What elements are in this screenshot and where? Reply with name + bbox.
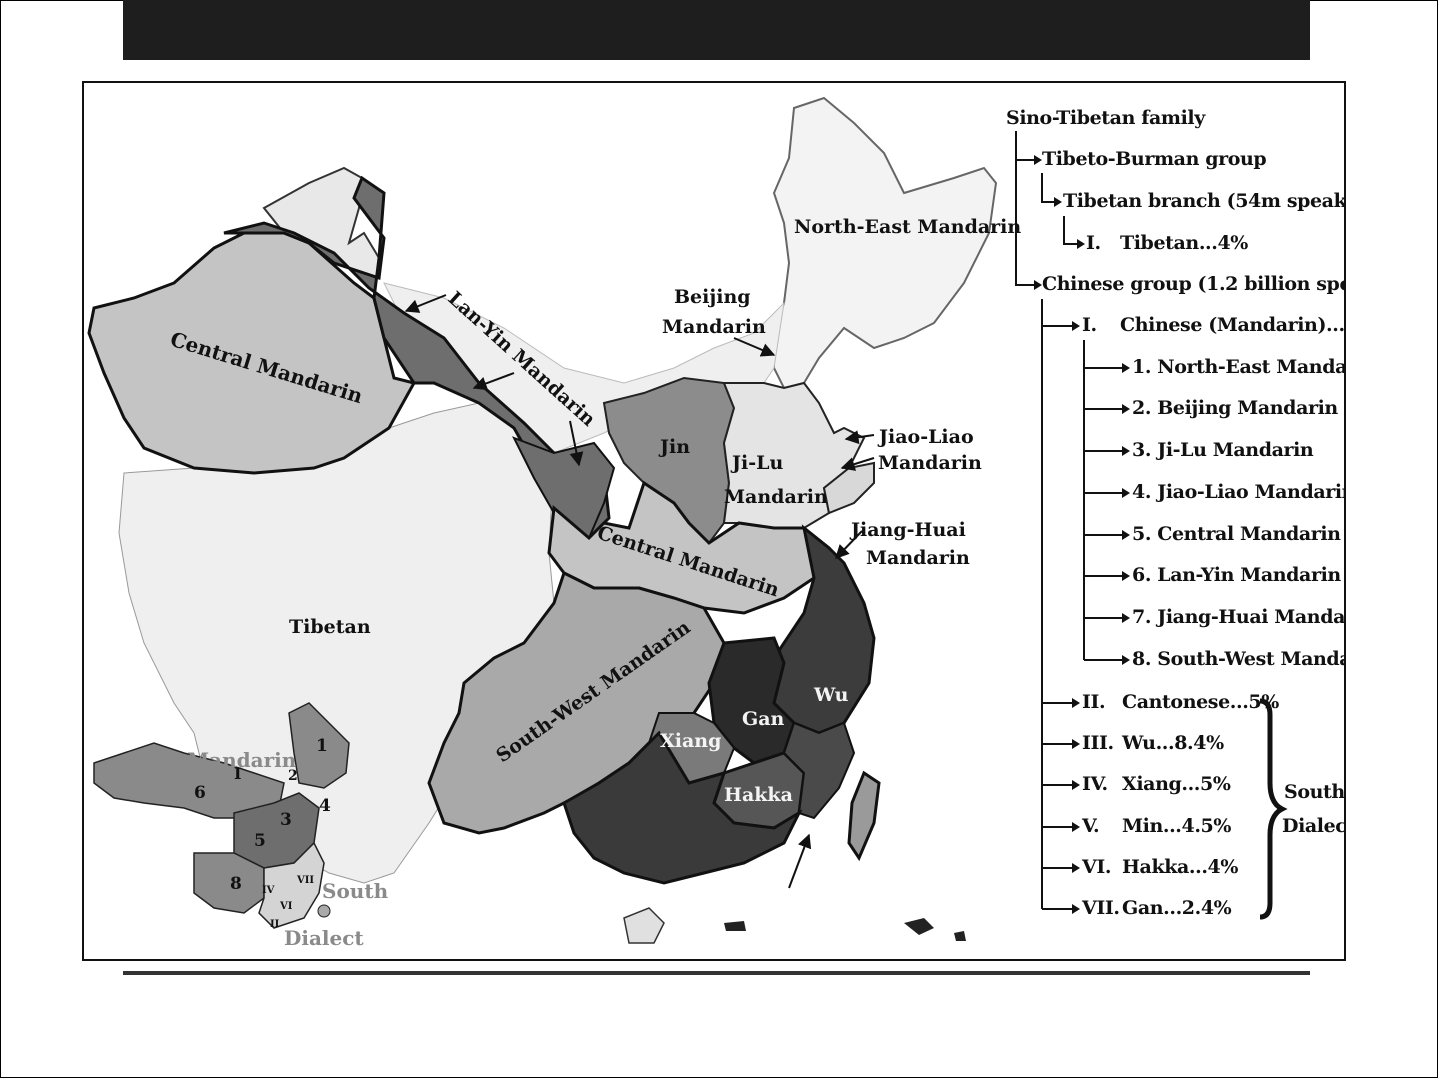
arrow-lan-yin-2 (472, 372, 515, 391)
tree-dialect-label: Wu...8.4% (1122, 732, 1224, 754)
islands-south-china-sea (724, 918, 966, 941)
label-jiao-liao-line2: Mandarin (878, 452, 982, 474)
label-tibetan: Tibetan (289, 616, 371, 638)
tree-south-line1: South (1284, 781, 1345, 803)
tree-south-line2: Dialect (1282, 815, 1346, 837)
tree-dialect-label: Gan...2.4% (1122, 897, 1232, 919)
inset-label-mandarin: Mandarin (187, 748, 297, 772)
inset-south (258, 841, 325, 929)
label-ji-lu-line2: Mandarin (724, 486, 828, 508)
tree-chinese-group: Chinese group (1.2 billion speakers) (1042, 273, 1344, 295)
region-lan-yin-east (511, 436, 616, 540)
tree-mandarin-sub: 4. Jiao-Liao Mandarin (1132, 481, 1346, 503)
tree-tibetan-num: I. (1086, 232, 1101, 254)
tree-mandarin-sub: 3. Ji-Lu Mandarin (1132, 439, 1314, 461)
south-dialect-brace (1259, 698, 1288, 920)
tree-mandarin-sub: 5. Central Mandarin (1132, 523, 1341, 545)
tree-dialect-num: IV. (1082, 773, 1108, 795)
arrow-jiao-liao-1 (844, 430, 875, 445)
label-ji-lu-line1: Ji-Lu (730, 452, 783, 474)
inset-taiwan (317, 904, 331, 918)
inset-north-east (288, 702, 350, 789)
label-jin: Jin (658, 436, 690, 458)
tree-dialect-label: Min...4.5% (1122, 815, 1232, 837)
tree-dialect-label: Xiang...5% (1122, 773, 1231, 795)
island-hainan (623, 907, 665, 944)
arrow-jiang-huai (835, 530, 863, 560)
tree-root: Sino-Tibetan family (1006, 107, 1205, 129)
tree-tibetan-branch: Tibetan branch (54m speakers) (1063, 190, 1346, 212)
label-north-east-mandarin: North-East Mandarin (794, 216, 1021, 238)
tree-tibetan-item: Tibetan...4% (1120, 232, 1248, 254)
dialect-map-figure: North-East Mandarin Beijing Mandarin Lan… (82, 81, 1346, 961)
inset-label-dialect: Dialect (284, 926, 364, 950)
inset-label-5: 5 (254, 831, 266, 851)
inset-label-south: South (322, 879, 389, 903)
tree-dialect-num: II. (1082, 691, 1106, 713)
inset-label-6: 6 (194, 783, 206, 803)
inset-label-vii: VII (296, 875, 314, 886)
tree-mandarin-item: Chinese (Mandarin)...70% (1120, 314, 1345, 336)
tree-mandarin-sub: 7. Jiang-Huai Mandarin (1132, 606, 1346, 628)
arrow-lan-yin-1 (404, 294, 447, 313)
arrow-lan-yin-3 (569, 420, 584, 467)
label-hakka: Hakka (724, 784, 793, 806)
region-min (782, 721, 856, 820)
label-xiang: Xiang (660, 730, 721, 752)
inset-map (93, 702, 350, 929)
label-jiang-huai-line1: Jiang-Huai (849, 519, 966, 541)
label-jiao-liao-line1: Jiao-Liao (877, 426, 974, 448)
tree-mandarin-sub: 1. North-East Mandarin (1132, 356, 1346, 378)
label-gan: Gan (742, 708, 785, 730)
inset-label-1: 1 (316, 736, 328, 756)
label-jiang-huai-line2: Mandarin (866, 547, 970, 569)
inset-label-iv: IV (262, 885, 275, 896)
island-taiwan (847, 770, 881, 862)
arrow-beijing (733, 337, 776, 357)
tree-dialect-num: VII. (1082, 897, 1120, 919)
tree-dialect-label: Hakka...4% (1122, 856, 1239, 878)
inset-label-4: 4 (319, 796, 331, 816)
tree-tibeto-burman: Tibeto-Burman group (1042, 148, 1267, 170)
tree-dialect-num: VI. (1082, 856, 1112, 878)
arrow-jiao-liao-2 (840, 457, 875, 471)
region-cantonese (562, 730, 803, 885)
label-wu: Wu (813, 684, 849, 706)
tree-dialect-num: III. (1082, 732, 1114, 754)
title-bar (123, 0, 1310, 60)
inset-label-vi: VI (279, 901, 293, 912)
inset-label-3: 3 (280, 810, 292, 830)
tree-mandarin-sub: 8. South-West Mandarin (1132, 648, 1344, 670)
inset-label-2: 2 (288, 768, 298, 784)
region-central-mandarin-west (87, 231, 417, 475)
china-dialect-map: North-East Mandarin Beijing Mandarin Lan… (87, 96, 1021, 950)
tree-dialect-num: V. (1082, 815, 1100, 837)
inset-label-ii: II (270, 919, 280, 930)
region-north-east-mandarin (772, 96, 998, 390)
inset-south-west (193, 852, 265, 914)
tree-mandarin-num: I. (1082, 314, 1097, 336)
tree-mandarin-sub: 2. Beijing Mandarin (1132, 397, 1338, 419)
label-beijing-line2: Mandarin (662, 316, 766, 338)
inset-label-roman-one: I (234, 764, 241, 783)
inset-label-8: 8 (230, 874, 242, 894)
arrow-min (788, 833, 812, 889)
tree-dialect-label: Cantonese...5% (1122, 691, 1279, 713)
tree-connectors (1015, 131, 1288, 920)
label-beijing-line1: Beijing (674, 286, 751, 308)
tree-mandarin-sub: 6. Lan-Yin Mandarin (1132, 564, 1341, 586)
bottom-rule (123, 971, 1310, 975)
language-family-tree: Sino-Tibetan family Tibeto-Burman group … (1002, 103, 1346, 953)
